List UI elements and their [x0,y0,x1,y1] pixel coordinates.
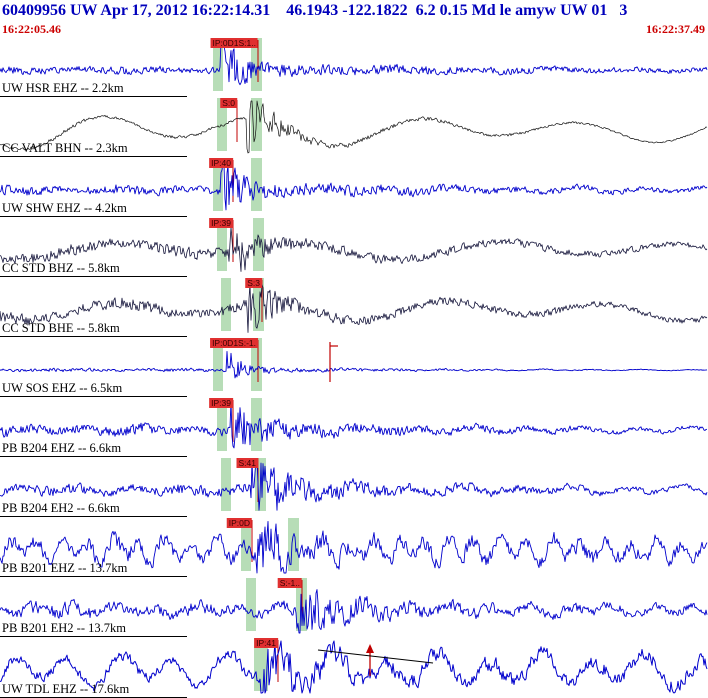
pick-uncertainty-band [241,518,251,571]
window-end-time: 16:22:37.49 [646,22,705,36]
pick-uncertainty-band [213,38,223,91]
station-label: PB B201 EH2 -- 13.7km [2,621,126,635]
trace-row-2[interactable]: IP:40 UW SHW EHZ -- 4.2km [0,157,708,217]
station-label: UW SHW EHZ -- 4.2km [2,201,127,215]
trace-row-4[interactable]: S:3 CC STD BHE -- 5.8km [0,277,708,337]
event-header: 60409956 UW Apr 17, 2012 16:22:14.31 46.… [2,2,628,19]
seismogram-waveform [0,640,708,694]
pick-uncertainty-band [253,218,264,271]
seismogram-waveform [0,400,708,449]
trace-underline [0,336,187,337]
trace-row-0[interactable]: IP:0D1S:1.. UW HSR EHZ -- 2.2km [0,37,708,97]
trace-row-9[interactable]: S:-1.. PB B201 EH2 -- 13.7km [0,577,708,637]
station-label: PB B204 EH2 -- 6.6km [2,501,120,515]
waveform-canvas-8 [0,518,708,574]
pick-uncertainty-band [221,458,231,511]
trace-underline [0,636,187,637]
seismogram-waveform [0,283,708,333]
waveform-canvas-1 [0,98,708,154]
pick-flag[interactable]: IP:0D1S:-1. [210,338,258,348]
pick-flag[interactable]: IP:41 [254,638,278,648]
trace-underline [0,216,187,217]
station-label: PB B201 EHZ -- 13.7km [2,561,128,575]
pick-uncertainty-band [253,278,264,331]
station-label: CC STD BHZ -- 5.8km [2,261,120,275]
trace-list: IP:0D1S:1.. UW HSR EHZ -- 2.2km S:0 CC VALT… [0,37,708,698]
time-range-bar: 16:22:05.46 16:22:37.49 [0,22,708,37]
waveform-canvas-5 [0,338,708,391]
waveform-canvas-7 [0,458,708,511]
seismogram-waveform [0,100,708,154]
pick-flag[interactable]: S:3 [245,278,262,288]
waveform-canvas-10 [0,638,708,694]
trace-row-3[interactable]: IP:39 CC STD BHZ -- 5.8km [0,217,708,277]
waveform-canvas-6 [0,398,708,451]
station-label: UW SOS EHZ -- 6.5km [2,381,123,395]
pick-uncertainty-band [213,158,223,211]
pick-uncertainty-band [213,338,223,391]
trace-row-1[interactable]: S:0 CC VALT BHN -- 2.3km [0,97,708,157]
station-label: PB B204 EHZ -- 6.6km [2,441,122,455]
pick-flag[interactable]: IP:0D1S:1.. [210,38,258,48]
station-label: UW HSR EHZ -- 2.2km [2,81,124,95]
seismogram-waveform [0,460,708,511]
seismogram-waveform [0,226,708,272]
pick-flag[interactable]: IP:0D [226,518,252,528]
seismogram-waveform [0,520,708,574]
trace-row-7[interactable]: S:41 PB B204 EH2 -- 6.6km [0,457,708,517]
seismogram-waveform [0,160,708,211]
pick-flag[interactable]: S:-1.. [277,578,302,588]
seismogram-waveform [0,589,708,634]
pick-flag[interactable]: IP:40 [209,158,233,168]
pick-flag[interactable]: S:41 [236,458,258,468]
seismogram-waveform [0,40,708,86]
waveform-canvas-9 [0,578,708,634]
amplitude-arrow-head [366,644,374,653]
pick-uncertainty-band [251,38,262,91]
station-label: CC VALT BHN -- 2.3km [2,141,128,155]
pick-uncertainty-band [251,338,262,391]
pick-uncertainty-band [217,398,227,451]
trace-underline [0,96,187,97]
pick-uncertainty-band [217,98,227,151]
pick-flag[interactable]: IP:39 [209,398,233,408]
seismogram-waveform [0,351,708,379]
pick-uncertainty-band [246,578,256,631]
coda-measure-line[interactable] [317,649,434,664]
trace-row-10[interactable]: IP:41 UW TDL EHZ -- 17.6km [0,637,708,698]
trace-underline [0,156,187,157]
station-label: UW TDL EHZ -- 17.6km [2,682,130,696]
trace-underline [0,396,187,397]
trace-row-8[interactable]: IP:0D PB B201 EHZ -- 13.7km [0,517,708,577]
trace-row-6[interactable]: IP:39 PB B204 EHZ -- 6.6km [0,397,708,457]
waveform-canvas-3 [0,218,708,272]
pick-flag[interactable]: IP:39 [209,218,233,228]
trace-underline [0,576,187,577]
trace-row-5[interactable]: IP:0D1S:-1. UW SOS EHZ -- 6.5km [0,337,708,397]
trace-underline [0,516,187,517]
station-label: CC STD BHE -- 5.8km [2,321,120,335]
pick-uncertainty-band [221,278,231,331]
window-start-time: 16:22:05.46 [2,22,61,36]
pick-uncertainty-band [251,158,262,211]
trace-underline [0,456,187,457]
pick-uncertainty-band [217,218,227,271]
pick-flag[interactable]: S:0 [220,98,237,108]
waveform-canvas-4 [0,278,708,333]
waveform-canvas-2 [0,158,708,211]
trace-underline [0,276,187,277]
pick-uncertainty-band [288,518,299,571]
waveform-canvas-0 [0,38,708,91]
